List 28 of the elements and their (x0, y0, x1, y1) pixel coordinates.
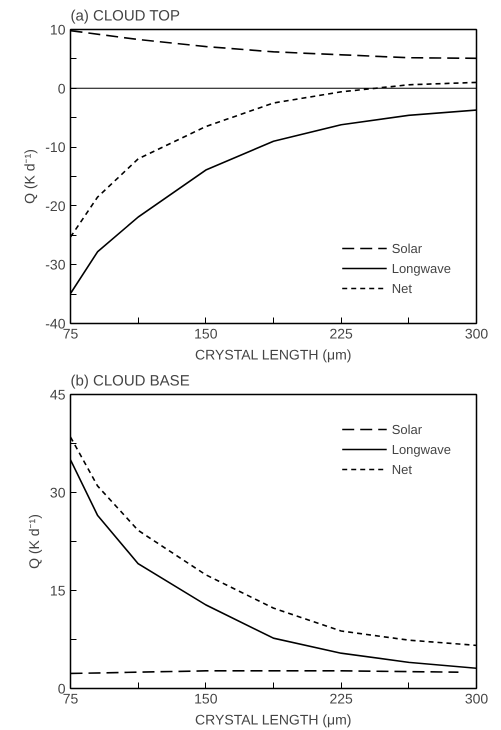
y-tick-label: -40 (45, 316, 66, 332)
y-tick-label: -10 (45, 139, 66, 156)
y-axis-title: Q (K d⁻¹) (26, 514, 42, 569)
y-tick-label: 30 (50, 484, 66, 500)
x-tick-label: 150 (194, 326, 218, 342)
legend-label: Longwave (392, 260, 451, 276)
legend-label: Solar (392, 422, 422, 436)
x-axis-title: CRYSTAL LENGTH (μm) (195, 712, 352, 728)
y-tick-label: 0 (58, 680, 66, 696)
legend-label: Net (392, 280, 412, 296)
y-tick-label: -30 (45, 256, 66, 273)
y-axis-title: Q (K d⁻¹) (21, 149, 38, 204)
chart-title: (a) CLOUD TOP (70, 8, 180, 24)
x-tick-label: 150 (194, 690, 218, 706)
x-tick-label: 225 (329, 326, 354, 342)
x-tick-label: 300 (464, 326, 488, 342)
x-tick-label: 225 (329, 690, 354, 706)
y-tick-label: 10 (50, 22, 66, 38)
y-tick-label: 0 (58, 80, 66, 96)
legend-label: Net (392, 462, 412, 476)
y-tick-label: 15 (50, 582, 66, 598)
x-tick-label: 300 (464, 690, 488, 706)
y-tick-label: 45 (50, 386, 66, 402)
legend-label: Longwave (392, 442, 451, 456)
y-tick-label: -20 (45, 198, 66, 214)
x-axis-title: CRYSTAL LENGTH (μm) (195, 346, 352, 362)
chart-title: (b) CLOUD BASE (70, 372, 190, 390)
legend-label: Solar (392, 240, 422, 256)
